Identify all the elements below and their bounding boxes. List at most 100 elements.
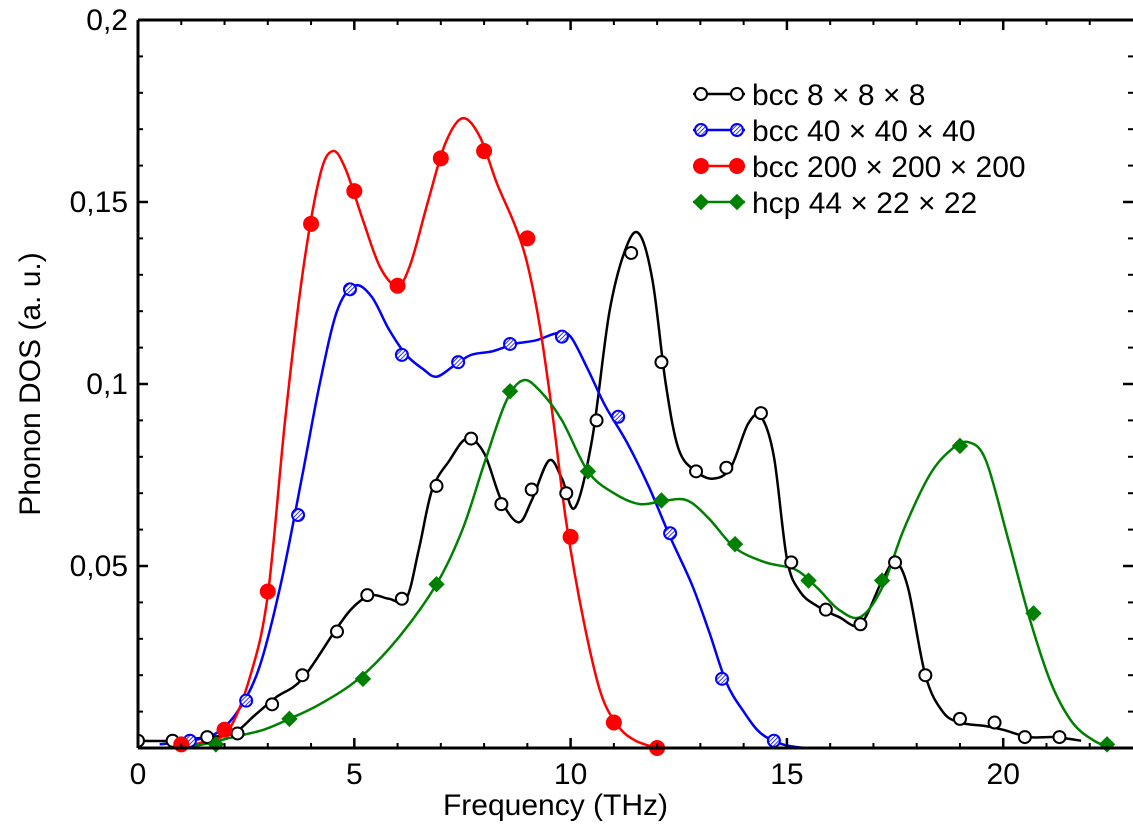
series-3-point-11 bbox=[605, 714, 622, 731]
series-1-point-28 bbox=[1017, 730, 1032, 745]
series-1-point-14 bbox=[559, 486, 574, 501]
x-tick-label: 5 bbox=[346, 758, 363, 791]
series-3-markers bbox=[173, 143, 666, 756]
series-4 bbox=[172, 378, 1112, 750]
series-1-point-10 bbox=[429, 478, 444, 493]
series-1-point-11 bbox=[464, 431, 479, 446]
series-2-point-5 bbox=[394, 347, 409, 362]
series-4-point-9 bbox=[800, 572, 817, 589]
series-4-point-7 bbox=[653, 492, 670, 509]
series-1-point-21 bbox=[784, 555, 799, 570]
series-1-point-9 bbox=[394, 591, 409, 606]
series-3-line bbox=[180, 117, 658, 750]
legend-item-2: bcc 40 × 40 × 40 bbox=[693, 115, 976, 148]
series-4-point-13 bbox=[1098, 736, 1116, 753]
series-2-point-7 bbox=[503, 336, 518, 351]
series-2-point-12 bbox=[766, 733, 781, 748]
series-3-point-4 bbox=[303, 215, 320, 232]
series-4-point-6 bbox=[579, 463, 597, 480]
legend-marker bbox=[730, 123, 744, 137]
legend-label: hcp 44 × 22 × 22 bbox=[752, 187, 977, 220]
series-3-point-8 bbox=[476, 143, 493, 160]
series-3-point-3 bbox=[259, 583, 276, 600]
series-1-point-24 bbox=[888, 555, 903, 570]
series-4-point-5 bbox=[501, 383, 519, 400]
series-4-point-11 bbox=[951, 437, 969, 455]
series-1-point-6 bbox=[295, 668, 310, 683]
series-4-line bbox=[172, 378, 1112, 750]
series-1-point-4 bbox=[230, 726, 245, 741]
legend-marker bbox=[692, 193, 710, 211]
series-2-point-3 bbox=[291, 508, 306, 523]
series-3-point-5 bbox=[346, 183, 363, 200]
series-4-point-2 bbox=[281, 710, 298, 728]
y-tick-label: 0,15 bbox=[70, 186, 128, 219]
series-4-markers bbox=[207, 383, 1116, 753]
series-1-point-20 bbox=[753, 406, 768, 421]
series-1-point-17 bbox=[654, 355, 669, 370]
series-4-point-10 bbox=[873, 572, 891, 589]
x-tick-label: 20 bbox=[987, 758, 1020, 791]
series-4-point-12 bbox=[1025, 605, 1042, 622]
legend-marker bbox=[694, 87, 708, 101]
x-axis-title: Frequency (THz) bbox=[443, 789, 668, 822]
series-1-point-13 bbox=[524, 482, 539, 497]
legend-marker bbox=[694, 123, 708, 137]
series-4-point-8 bbox=[726, 535, 744, 553]
series-3-point-10 bbox=[562, 528, 579, 545]
x-tick-label: 10 bbox=[554, 758, 587, 791]
x-tick-label: 0 bbox=[130, 758, 147, 791]
legend-item-3: bcc 200 × 200 × 200 bbox=[693, 151, 1026, 184]
series-2-point-11 bbox=[715, 671, 730, 686]
legend-marker bbox=[693, 158, 709, 174]
legend-label: bcc 200 × 200 × 200 bbox=[752, 151, 1026, 184]
series-2-point-8 bbox=[554, 329, 569, 344]
series-3-point-9 bbox=[519, 230, 536, 247]
series-1-point-18 bbox=[689, 464, 704, 479]
series-2-point-2 bbox=[239, 693, 254, 708]
legend-marker bbox=[729, 158, 745, 174]
x-tick-label: 15 bbox=[770, 758, 803, 791]
y-tick-label: 0,2 bbox=[86, 4, 128, 37]
series-2-point-10 bbox=[663, 526, 678, 541]
series-4-point-3 bbox=[354, 670, 372, 688]
series-1-point-25 bbox=[918, 668, 933, 683]
legend-marker bbox=[728, 193, 746, 211]
y-tick-label: 0,1 bbox=[86, 368, 128, 401]
series-1-point-15 bbox=[589, 413, 604, 428]
series-1-point-7 bbox=[330, 624, 344, 639]
series-1-point-12 bbox=[494, 497, 509, 512]
series-2-markers bbox=[182, 282, 781, 748]
series-1-point-22 bbox=[818, 602, 833, 617]
series-1-point-19 bbox=[719, 460, 734, 475]
series-1-point-23 bbox=[853, 617, 868, 632]
y-tick-label: 0,05 bbox=[70, 550, 128, 583]
series-2-point-4 bbox=[342, 282, 357, 297]
legend-item-1: bcc 8 × 8 × 8 bbox=[693, 79, 925, 112]
series-1-point-16 bbox=[624, 245, 639, 260]
series-3-point-2 bbox=[216, 721, 233, 738]
series-2 bbox=[159, 283, 805, 750]
series-1-point-26 bbox=[952, 711, 967, 726]
plot-area bbox=[138, 117, 1116, 756]
series-1-markers bbox=[138, 245, 1067, 748]
series-3 bbox=[180, 117, 658, 750]
legend-label: bcc 8 × 8 × 8 bbox=[752, 79, 925, 112]
legend-label: bcc 40 × 40 × 40 bbox=[752, 115, 976, 148]
series-1-point-27 bbox=[987, 715, 1002, 730]
series-3-point-6 bbox=[389, 277, 406, 294]
legend-item-4: hcp 44 × 22 × 22 bbox=[692, 187, 977, 220]
series-1-point-3 bbox=[200, 730, 215, 745]
series-2-point-6 bbox=[451, 355, 466, 370]
series-2-line bbox=[159, 283, 805, 750]
axes: 0 5 10 15 20 0,05 0,1 0,15 0,2 Frequency (THz) Pho… bbox=[14, 4, 1133, 822]
legend-marker bbox=[730, 87, 744, 101]
y-axis-title: Phonon DOS (a. u.) bbox=[14, 252, 47, 515]
series-2-point-9 bbox=[611, 409, 626, 424]
series-1-point-8 bbox=[360, 588, 375, 603]
series-4-point-4 bbox=[428, 575, 445, 593]
series-1-point-29 bbox=[1052, 730, 1067, 745]
series-3-point-7 bbox=[432, 150, 449, 167]
